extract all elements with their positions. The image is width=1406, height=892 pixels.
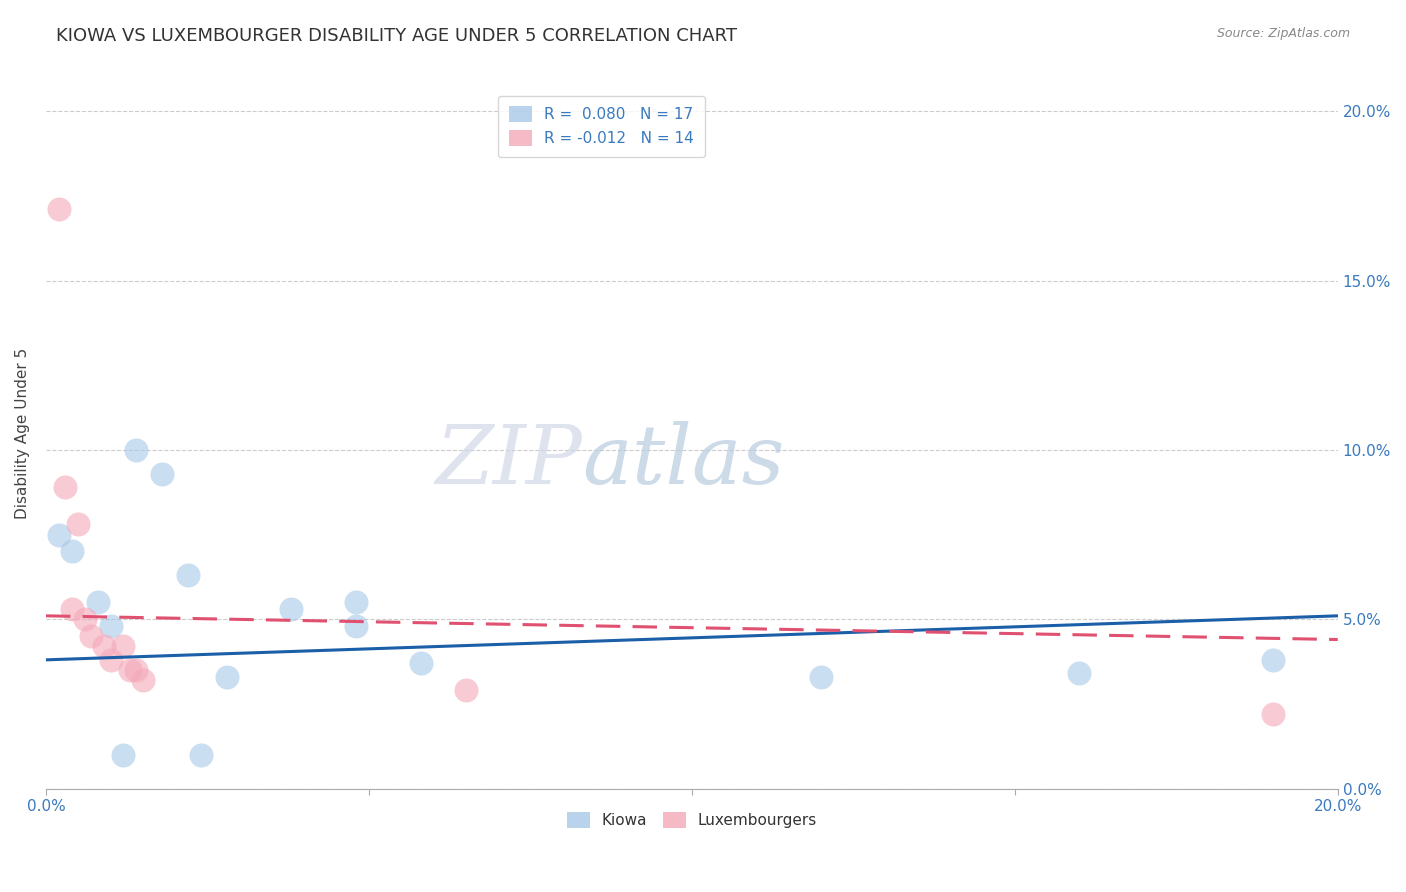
Point [810,670,832,684]
Text: ZIP: ZIP [436,421,582,501]
Point [60,544,83,558]
Text: atlas: atlas [582,421,785,501]
Point [150,467,173,481]
Point [86,595,108,609]
Point [93,640,115,654]
Point [409,657,432,671]
Point [60,602,83,616]
Point [125,442,148,457]
Point [1263,653,1285,667]
Point [100,653,122,667]
Point [100,619,122,633]
Point [280,602,302,616]
Point [112,747,135,762]
Y-axis label: Disability Age Under 5: Disability Age Under 5 [15,347,30,518]
Point [132,673,155,688]
Point [118,663,141,677]
Point [344,595,367,609]
Text: Source: ZipAtlas.com: Source: ZipAtlas.com [1216,27,1350,40]
Point [344,619,367,633]
Point [112,640,135,654]
Point [48,202,70,217]
Text: KIOWA VS LUXEMBOURGER DISABILITY AGE UNDER 5 CORRELATION CHART: KIOWA VS LUXEMBOURGER DISABILITY AGE UND… [56,27,737,45]
Point [80,629,103,643]
Point [177,568,200,582]
Point [67,517,90,532]
Point [454,683,477,698]
Legend: Kiowa, Luxembourgers: Kiowa, Luxembourgers [561,806,823,834]
Point [1263,706,1285,721]
Point [73,612,96,626]
Point [215,670,238,684]
Point [1069,666,1091,681]
Point [48,527,70,541]
Point [53,480,76,494]
Point [125,663,148,677]
Point [190,747,212,762]
